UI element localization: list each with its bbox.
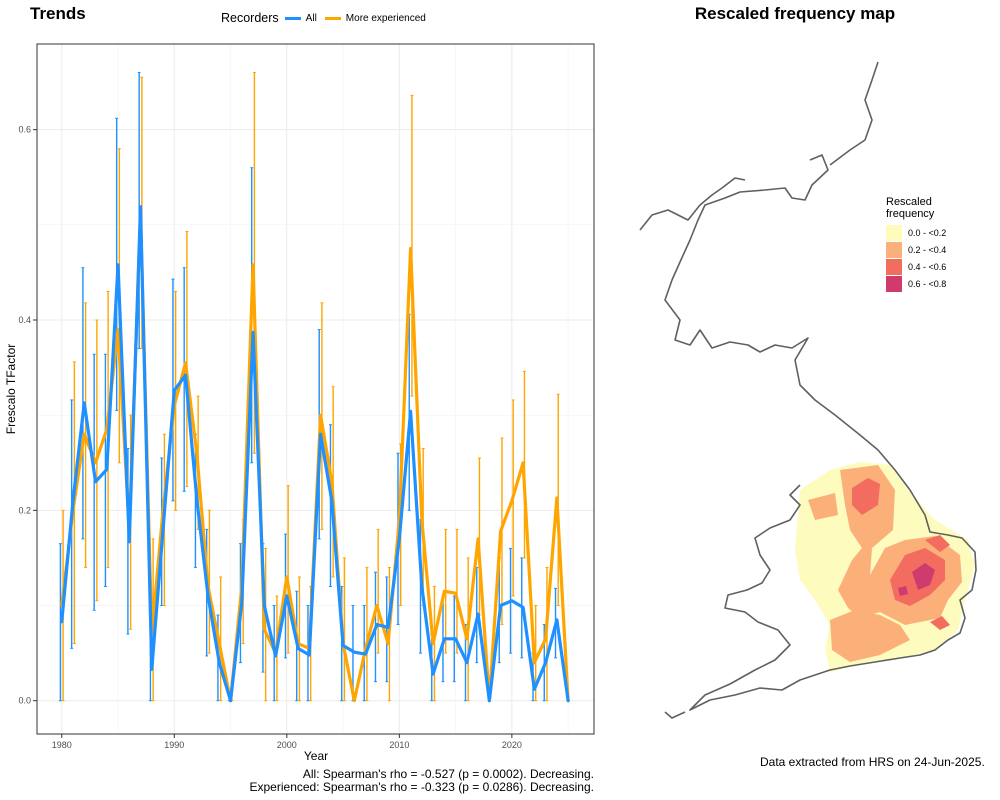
map-legend-swatch bbox=[886, 224, 902, 241]
stats-all: All: Spearman's rho = -0.527 (p = 0.0002… bbox=[302, 767, 594, 781]
band-3 bbox=[912, 563, 935, 590]
band-2 bbox=[852, 478, 880, 515]
y-tick-label: 0.4 bbox=[18, 315, 31, 325]
map-legend: Rescaled frequency 0.0 - <0.2 0.2 - <0.4… bbox=[886, 196, 956, 292]
trend-chart: 1980 1990 2000 2010 2020 0.0 0.2 0.4 0.6 Year Fr… bbox=[4, 43, 595, 763]
outline-cornwall bbox=[664, 711, 686, 719]
stats-experienced: Experienced: Spearman's rho = -0.323 (p … bbox=[249, 780, 595, 794]
legend-title: Recorders bbox=[221, 11, 279, 25]
trend-stats: All: Spearman's rho = -0.527 (p = 0.0002… bbox=[250, 768, 595, 794]
band-1 bbox=[808, 493, 838, 520]
map-legend-label: 0.2 - <0.4 bbox=[908, 244, 947, 255]
map-legend-swatch bbox=[886, 241, 902, 258]
series-line-all bbox=[60, 205, 570, 703]
x-tick-label: 2020 bbox=[502, 740, 522, 750]
legend-swatch-experienced bbox=[324, 16, 341, 20]
y-tick-label: 0.0 bbox=[18, 696, 31, 706]
legend-item-experienced: More experienced bbox=[324, 12, 426, 24]
tick-layer: 1980 1990 2000 2010 2020 0.0 0.2 0.4 0.6 bbox=[18, 125, 521, 750]
frequency-fill bbox=[795, 462, 975, 672]
band-2d bbox=[925, 535, 950, 552]
outline-northwest bbox=[639, 177, 746, 231]
band-3b bbox=[898, 586, 908, 596]
map-legend-item: 0.4 - <0.6 bbox=[886, 258, 956, 275]
band-1c bbox=[830, 610, 910, 662]
outline-north-coast bbox=[829, 61, 879, 166]
map-legend-label: 0.0 - <0.2 bbox=[908, 227, 947, 238]
map-legend-swatch bbox=[886, 275, 902, 292]
band-2c bbox=[930, 616, 950, 630]
x-tick-label: 2000 bbox=[277, 740, 297, 750]
y-tick-label: 0.6 bbox=[18, 125, 31, 135]
x-tick-label: 1980 bbox=[52, 740, 72, 750]
map-title: Rescaled frequency map bbox=[694, 4, 896, 23]
x-tick-label: 2010 bbox=[389, 740, 409, 750]
legend-swatch-all bbox=[284, 16, 301, 20]
map-legend-label: 0.4 - <0.6 bbox=[908, 261, 947, 272]
chart-legend: Recorders All More experienced bbox=[221, 11, 434, 25]
legend-item-all: All bbox=[284, 12, 317, 24]
y-tick-label: 0.2 bbox=[18, 505, 31, 515]
legend-label-experienced: More experienced bbox=[345, 12, 426, 24]
legend-label-all: All bbox=[305, 12, 317, 24]
x-tick-label: 1990 bbox=[164, 740, 184, 750]
outline-main bbox=[664, 154, 977, 711]
line-layer bbox=[60, 205, 570, 703]
map-legend-item: 0.0 - <0.2 bbox=[886, 224, 956, 241]
x-axis-label: Year bbox=[304, 749, 328, 763]
map-legend-label: 0.6 - <0.8 bbox=[908, 278, 947, 289]
gb-map bbox=[639, 61, 977, 719]
trends-title: Trends bbox=[30, 4, 86, 23]
map-legend-item: 0.2 - <0.4 bbox=[886, 241, 956, 258]
y-axis-label: Frescalo TFactor bbox=[4, 344, 18, 434]
map-legend-item: 0.6 - <0.8 bbox=[886, 275, 956, 292]
source-note: Data extracted from HRS on 24-Jun-2025. bbox=[760, 755, 985, 769]
map-legend-swatch bbox=[886, 258, 902, 275]
plot-frame bbox=[36, 43, 595, 735]
map-legend-title: Rescaled frequency bbox=[886, 196, 935, 220]
gb-outline bbox=[639, 61, 977, 719]
